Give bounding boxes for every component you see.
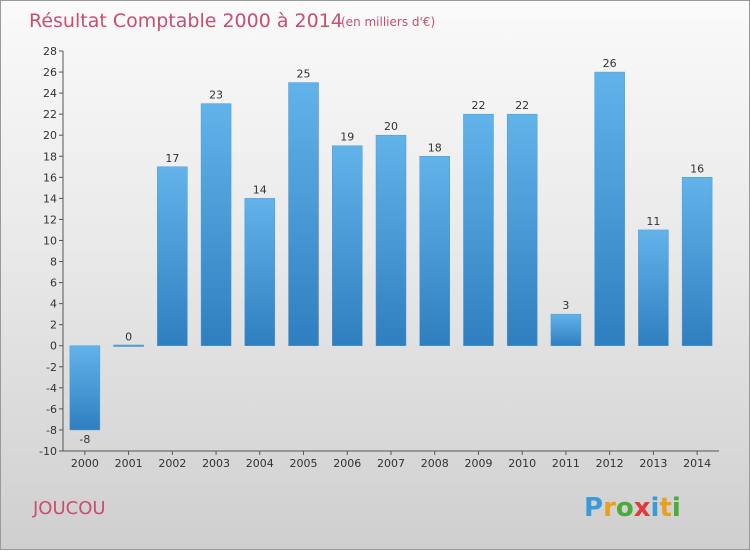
bar-2004: [244, 198, 276, 346]
chart-title: Résultat Comptable 2000 à 2014: [29, 10, 343, 32]
y-tick-label: -6: [46, 403, 57, 416]
data-labels: -8 0 17 23 14 25 19 20 18 22 22 3 26 11 16: [79, 57, 704, 446]
x-tick-label: 2014: [683, 457, 711, 470]
data-label-2012: 26: [603, 57, 617, 70]
y-tick-label: -2: [46, 361, 57, 374]
bar-2008: [419, 156, 450, 346]
chart-subtitle: (en milliers d'€): [341, 15, 435, 29]
y-tick-label: 16: [43, 171, 57, 184]
data-label-2007: 20: [384, 120, 398, 133]
x-tick-label: 2004: [246, 457, 274, 470]
proxiti-logo: Proxiti: [584, 493, 681, 523]
bar-2005: [288, 82, 319, 346]
data-label-2013: 11: [646, 215, 660, 228]
bar-2002: [157, 166, 188, 346]
x-tick-label: 2008: [421, 457, 449, 470]
x-tick-label: 2003: [202, 457, 230, 470]
data-label-2008: 18: [428, 141, 442, 154]
bar-2003: [200, 103, 232, 346]
data-label-2001: 0: [125, 331, 132, 344]
bar-2010: [506, 113, 538, 346]
bar-2009: [463, 113, 494, 346]
y-tick-label: 22: [43, 108, 57, 121]
x-tick-label: 2001: [115, 457, 143, 470]
y-tick-label: 0: [50, 340, 57, 353]
bar-2006: [332, 145, 363, 346]
y-tick-label: 20: [43, 129, 57, 142]
y-tick-label: -4: [46, 382, 57, 395]
y-tick-label: 14: [43, 192, 57, 205]
axes: 2826242220181614121086420-2-4-6-8-102000…: [39, 45, 719, 470]
y-tick-label: -8: [46, 424, 57, 437]
y-tick-label: 28: [43, 45, 57, 58]
x-tick-label: 2005: [290, 457, 318, 470]
y-tick-label: 26: [43, 66, 57, 79]
data-label-2003: 23: [209, 89, 223, 102]
x-tick-label: 2006: [333, 457, 361, 470]
y-tick-label: 24: [43, 87, 57, 100]
x-tick-label: 2002: [158, 457, 186, 470]
y-tick-label: 18: [43, 150, 57, 163]
data-label-2009: 22: [471, 99, 485, 112]
bar-2014: [681, 177, 713, 346]
data-label-2004: 14: [253, 183, 267, 196]
bar-2012: [594, 71, 625, 346]
data-label-2000: -8: [79, 433, 90, 446]
data-label-2005: 25: [297, 68, 311, 81]
data-label-2011: 3: [562, 299, 569, 312]
x-tick-label: 2012: [596, 457, 624, 470]
y-tick-label: 8: [50, 256, 57, 269]
y-tick-label: 4: [50, 298, 57, 311]
bar-2013: [638, 229, 669, 346]
data-label-2010: 22: [515, 99, 529, 112]
y-tick-label: 6: [50, 277, 57, 290]
y-tick-label: 2: [50, 319, 57, 332]
y-tick-label: 10: [43, 234, 57, 247]
data-label-2006: 19: [340, 131, 354, 144]
bar-2011: [550, 313, 582, 346]
x-tick-label: 2007: [377, 457, 405, 470]
bars: [69, 71, 713, 431]
y-tick-label: -10: [39, 445, 57, 458]
place-name: JOUCOU: [32, 498, 106, 519]
x-tick-label: 2009: [464, 457, 492, 470]
bar-2007: [375, 134, 407, 346]
bar-2001: [113, 344, 144, 347]
data-label-2002: 17: [165, 152, 179, 165]
x-tick-label: 2000: [71, 457, 99, 470]
data-label-2014: 16: [690, 162, 704, 175]
x-tick-label: 2011: [552, 457, 580, 470]
bar-2000: [69, 345, 101, 431]
y-tick-label: 12: [43, 213, 57, 226]
x-tick-label: 2010: [508, 457, 536, 470]
x-tick-label: 2013: [639, 457, 667, 470]
